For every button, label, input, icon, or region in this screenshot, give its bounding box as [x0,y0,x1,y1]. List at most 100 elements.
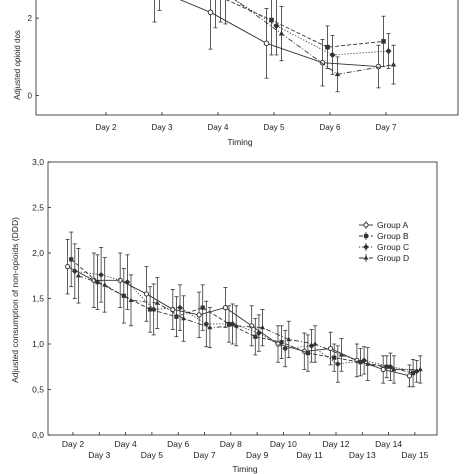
legend-label: Group A [377,220,409,230]
bottom-data-point [128,297,134,302]
bottom-data-point [365,361,371,366]
top-x-axis-title: Timing [227,137,252,147]
top-data-point [329,51,336,59]
bottom-y-axis-title: Adjusted consumption of non-opioids (DDD… [10,217,20,383]
bottom-series-line [74,270,417,372]
bottom-data-point [222,305,228,311]
bottom-data-point [98,271,104,278]
top-data-point [207,9,214,16]
legend-marker [363,222,369,228]
top-series-line [234,0,394,75]
bottom-data-point [174,314,179,319]
bottom-x-tick-label: Day 3 [88,450,110,460]
top-y-tick-label: 0 [28,92,33,101]
bottom-data-point [305,351,310,356]
bottom-x-tick-label: Day 2 [62,439,84,449]
legend-marker [363,244,369,250]
top-x-tick-label: Day 7 [376,123,397,132]
bottom-x-tick-label: Day 5 [141,450,163,460]
top-data-point [385,47,392,55]
bottom-data-point [148,307,153,312]
top-data-point [273,22,280,29]
bottom-data-point [260,324,265,330]
bottom-series-line [78,275,421,370]
bottom-data-point [124,279,131,286]
top-data-point [381,39,386,44]
bottom-data-point [334,361,341,367]
bottom-x-tick-label: Day 7 [193,450,215,460]
bottom-data-point [417,366,423,372]
bottom-data-point [207,324,213,330]
bottom-x-tick-label: Day 14 [375,439,402,449]
bottom-x-tick-label: Day 10 [270,439,297,449]
top-x-tick-label: Day 2 [96,123,117,132]
top-data-point [278,30,285,36]
bottom-data-point [328,345,334,352]
bottom-data-point [411,371,416,376]
bottom-data-point [253,334,258,339]
top-data-point [334,71,341,77]
bottom-data-point [286,336,292,342]
bottom-data-point [150,306,157,313]
top-x-tick-label: Day 4 [208,123,229,132]
bottom-x-tick-label: Day 8 [220,439,242,449]
bottom-data-point [406,373,413,379]
top-y-tick-label: 2 [28,14,33,23]
bottom-y-tick-label: 2,0 [32,248,44,258]
legend-marker [363,255,369,260]
bottom-data-point [229,321,236,327]
bottom-data-point [338,352,344,357]
top-y-axis-title: Adjusted opioid dos [13,30,22,100]
top-series-line [234,0,389,56]
bottom-data-point [358,360,363,365]
bottom-data-point [387,363,394,370]
legend-label: Group B [377,231,409,241]
top-data-point [269,17,274,23]
bottom-data-point [65,264,71,270]
top-x-tick-label: Day 5 [264,123,285,132]
top-x-tick-label: Day 6 [320,123,341,132]
bottom-x-tick-label: Day 15 [401,450,428,460]
bottom-data-point [233,323,239,328]
bottom-data-point [279,340,284,345]
bottom-data-point [69,257,74,262]
top-data-point [263,40,270,47]
bottom-y-tick-label: 3,0 [32,157,44,167]
top-series-line [179,0,379,68]
bottom-data-point [121,293,126,298]
top-data-point [390,61,397,67]
bottom-data-point [249,323,255,329]
legend-label: Group D [377,253,409,263]
bottom-y-tick-label: 1,0 [32,339,44,349]
bottom-y-tick-label: 0,5 [32,385,44,395]
top-x-tick-label: Day 3 [152,123,173,132]
bottom-data-point [200,305,205,310]
bottom-x-tick-label: Day 6 [167,439,189,449]
bottom-chart: Adjusted consumption of non-opioids (DDD… [10,157,438,474]
top-chart: Adjusted opioid dos Timing 0 2 Day 2 Day 3 D… [13,0,459,147]
bottom-x-tick-label: Day 12 [323,439,350,449]
bottom-data-point [117,277,123,283]
bottom-data-point [181,315,187,321]
bottom-data-point [256,330,262,336]
bottom-data-point [196,312,202,318]
bottom-data-point [102,282,108,287]
bottom-data-point [154,300,160,305]
bottom-data-point [332,355,337,360]
bottom-data-point [380,366,386,373]
bottom-x-tick-label: Day 13 [349,450,376,460]
bottom-data-point [384,364,389,369]
top-data-point [325,44,330,50]
legend-label: Group C [377,242,409,252]
top-series-line [225,0,384,48]
bottom-x-axis-title: Timing [232,464,257,474]
bottom-data-point [413,368,420,375]
bottom-y-tick-label: 2,5 [32,203,44,213]
bottom-y-tick-label: 0,0 [32,430,44,440]
top-plot-frame [35,0,459,116]
bottom-data-point [75,273,81,278]
bottom-x-tick-label: Day 4 [114,439,136,449]
bottom-data-point [312,341,318,346]
bottom-plot-frame [47,161,438,436]
